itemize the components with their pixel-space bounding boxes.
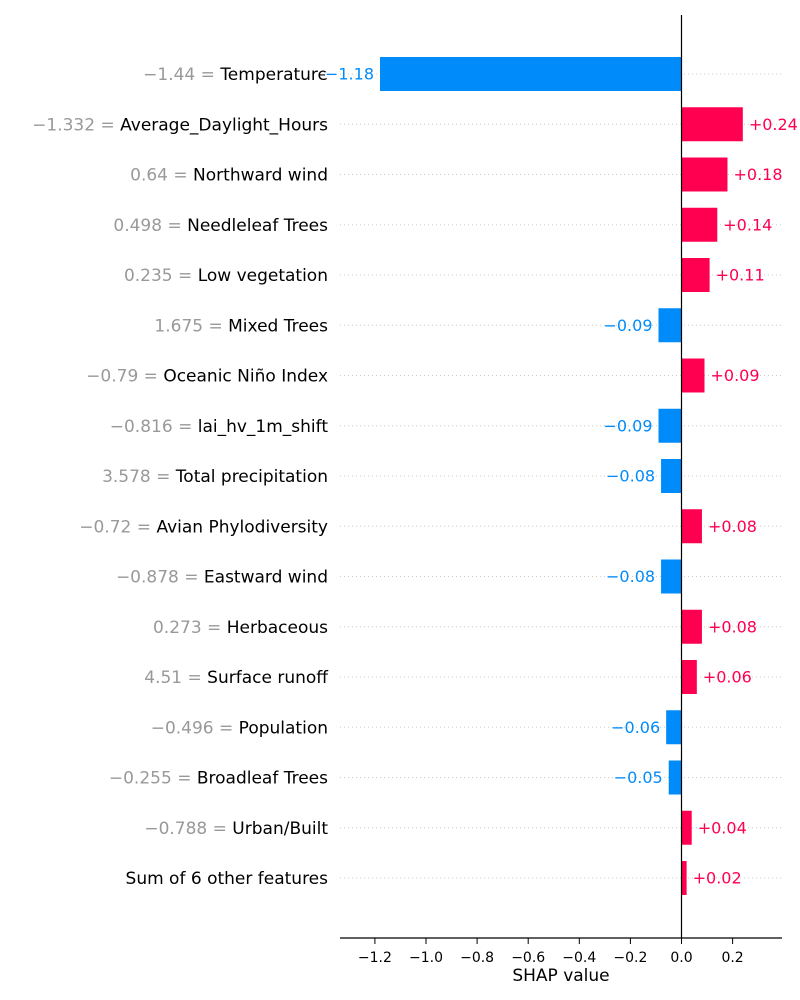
value-label: +0.11 bbox=[716, 266, 765, 285]
bar bbox=[661, 559, 682, 594]
feature-value: −0.816 = bbox=[110, 417, 198, 437]
feature-label: −0.878 = Eastward wind bbox=[116, 568, 328, 588]
bar bbox=[681, 509, 702, 544]
value-label: +0.08 bbox=[708, 617, 757, 636]
feature-value: −0.788 = bbox=[144, 819, 232, 839]
value-label: −1.18 bbox=[325, 65, 374, 84]
value-label: +0.14 bbox=[723, 215, 772, 234]
value-label: +0.08 bbox=[708, 517, 757, 536]
bar bbox=[681, 107, 743, 142]
bars bbox=[380, 57, 743, 895]
feature-label: −1.44 = Temperature bbox=[143, 65, 328, 85]
bar bbox=[658, 308, 682, 343]
value-label: +0.24 bbox=[749, 115, 798, 134]
bar bbox=[666, 710, 682, 745]
bar bbox=[668, 760, 682, 795]
x-tick-label: −0.4 bbox=[562, 950, 596, 966]
value-label: +0.18 bbox=[733, 165, 782, 184]
x-tick-label: 0.2 bbox=[721, 950, 743, 966]
x-tick-label: 0.0 bbox=[670, 950, 692, 966]
bar bbox=[681, 207, 718, 242]
feature-name: Herbaceous bbox=[227, 618, 328, 638]
value-label: −0.09 bbox=[603, 416, 652, 435]
feature-label: −0.72 = Avian Phylodiversity bbox=[79, 517, 328, 537]
feature-value: 0.235 = bbox=[124, 266, 198, 286]
bar bbox=[681, 660, 697, 694]
bar bbox=[681, 258, 710, 292]
feature-label: 0.498 = Needleleaf Trees bbox=[113, 216, 328, 236]
feature-value: −0.72 = bbox=[79, 517, 156, 537]
feature-name: Total precipitation bbox=[175, 467, 328, 487]
feature-name: Needleleaf Trees bbox=[187, 216, 328, 236]
feature-name: Sum of 6 other features bbox=[126, 869, 329, 889]
value-label: −0.05 bbox=[614, 768, 663, 787]
feature-label: −0.788 = Urban/Built bbox=[144, 819, 328, 839]
feature-value: 0.498 = bbox=[113, 216, 187, 236]
feature-value: −0.79 = bbox=[86, 367, 163, 387]
value-label: +0.09 bbox=[710, 366, 759, 385]
x-axis: −1.2 −1.0 −0.8 −0.6 −0.4 −0.2 0.0 0.2 bbox=[340, 937, 782, 966]
x-axis-label: SHAP value bbox=[512, 966, 609, 986]
feature-label: Sum of 6 other features bbox=[126, 869, 329, 889]
bar bbox=[681, 358, 705, 393]
feature-name: lai_hv_1m_shift bbox=[198, 417, 329, 437]
value-label: +0.02 bbox=[693, 869, 742, 888]
feature-label: −0.255 = Broadleaf Trees bbox=[109, 769, 328, 789]
bar bbox=[681, 157, 728, 192]
feature-value: 4.51 = bbox=[144, 668, 207, 688]
x-tick-label: −0.6 bbox=[511, 950, 545, 966]
feature-value: 3.578 = bbox=[102, 467, 176, 487]
feature-name: Broadleaf Trees bbox=[197, 769, 328, 789]
feature-name: Population bbox=[239, 718, 328, 738]
x-tick-label: −1.2 bbox=[358, 950, 392, 966]
feature-value: 0.64 = bbox=[130, 166, 193, 186]
feature-name: Average_Daylight_Hours bbox=[120, 115, 328, 135]
feature-value: −0.878 = bbox=[116, 568, 204, 588]
value-label: −0.08 bbox=[606, 467, 655, 486]
feature-labels: −1.44 = Temperature −1.332 = Average_Dayl… bbox=[32, 65, 329, 889]
feature-name: Oceanic Niño Index bbox=[163, 367, 328, 387]
feature-value: −0.496 = bbox=[151, 718, 239, 738]
feature-value: 0.273 = bbox=[153, 618, 227, 638]
bar bbox=[661, 459, 682, 493]
feature-name: Mixed Trees bbox=[228, 316, 328, 336]
value-labels: −1.18 +0.24 +0.18 +0.14 +0.11 −0.09 +0.09 −0.09… bbox=[323, 63, 798, 888]
bar bbox=[380, 57, 682, 91]
feature-value: −1.44 = bbox=[143, 65, 220, 85]
bar bbox=[681, 810, 692, 845]
feature-name: Eastward wind bbox=[204, 568, 328, 588]
value-label: +0.06 bbox=[703, 668, 752, 687]
bar bbox=[681, 861, 687, 895]
feature-label: 0.64 = Northward wind bbox=[130, 166, 328, 186]
x-tick-label: −0.8 bbox=[460, 950, 494, 966]
feature-name: Northward wind bbox=[193, 166, 328, 186]
feature-label: 0.235 = Low vegetation bbox=[124, 266, 328, 286]
feature-label: −0.496 = Population bbox=[151, 718, 328, 738]
row-guides bbox=[340, 73, 782, 879]
feature-label: −1.332 = Average_Daylight_Hours bbox=[32, 115, 328, 135]
value-label: −0.09 bbox=[603, 316, 652, 335]
x-tick-label: −0.2 bbox=[613, 950, 647, 966]
bar bbox=[681, 609, 702, 644]
value-label: −0.08 bbox=[606, 567, 655, 586]
feature-label: −0.79 = Oceanic Niño Index bbox=[86, 367, 328, 387]
value-label: +0.04 bbox=[698, 818, 747, 837]
feature-label: 4.51 = Surface runoff bbox=[144, 668, 329, 688]
feature-label: −0.816 = lai_hv_1m_shift bbox=[110, 417, 329, 437]
feature-name: Surface runoff bbox=[207, 668, 329, 688]
feature-label: 1.675 = Mixed Trees bbox=[154, 316, 328, 336]
value-label: −0.06 bbox=[611, 718, 660, 737]
feature-name: Temperature bbox=[219, 65, 328, 85]
feature-name: Urban/Built bbox=[232, 819, 328, 839]
bar bbox=[658, 408, 682, 443]
feature-value: −0.255 = bbox=[109, 769, 197, 789]
feature-name: Avian Phylodiversity bbox=[156, 517, 328, 537]
x-tick-label: −1.0 bbox=[409, 950, 443, 966]
feature-value: 1.675 = bbox=[154, 316, 228, 336]
feature-label: 3.578 = Total precipitation bbox=[102, 467, 328, 487]
feature-label: 0.273 = Herbaceous bbox=[153, 618, 328, 638]
feature-name: Low vegetation bbox=[198, 266, 328, 286]
feature-value: −1.332 = bbox=[32, 115, 120, 135]
